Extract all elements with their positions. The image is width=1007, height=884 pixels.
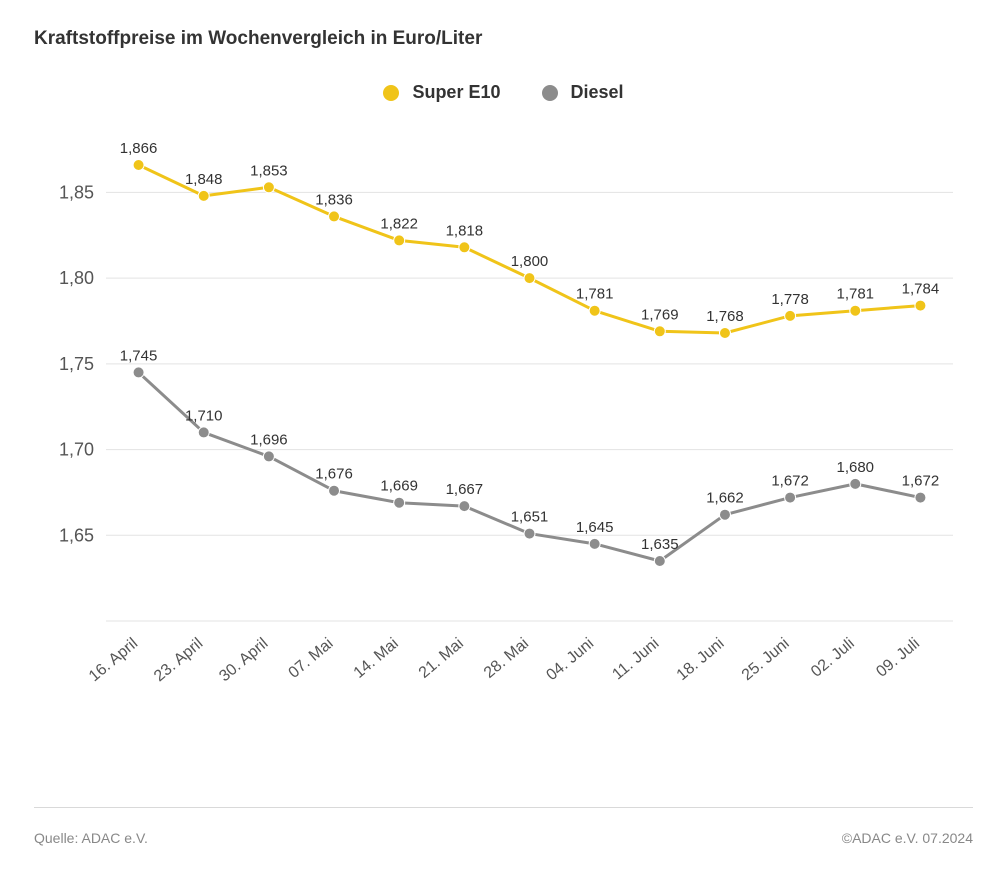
svg-text:16. April: 16. April — [86, 635, 141, 685]
chart-footer: Quelle: ADAC e.V. ©ADAC e.V. 07.2024 — [34, 807, 973, 846]
svg-text:1,800: 1,800 — [511, 253, 549, 270]
svg-text:1,651: 1,651 — [511, 509, 549, 526]
svg-text:1,866: 1,866 — [120, 140, 158, 157]
svg-text:1,80: 1,80 — [59, 268, 94, 288]
svg-text:1,822: 1,822 — [380, 215, 418, 232]
svg-text:04. Juni: 04. Juni — [543, 635, 597, 684]
svg-text:1,781: 1,781 — [576, 286, 614, 303]
svg-text:1,745: 1,745 — [120, 347, 158, 364]
svg-text:23. April: 23. April — [151, 635, 206, 685]
svg-text:1,635: 1,635 — [641, 536, 679, 553]
chart-container: Kraftstoffpreise im Wochenvergleich in E… — [0, 0, 1007, 884]
line-chart-svg: 1,65 1,70 1,75 1,80 1,85 16. April23. April30… — [34, 131, 973, 731]
svg-text:11. Juni: 11. Juni — [609, 635, 662, 683]
svg-text:1,75: 1,75 — [59, 354, 94, 374]
copyright-text: ©ADAC e.V. 07.2024 — [842, 830, 973, 846]
svg-text:1,65: 1,65 — [59, 525, 94, 545]
svg-text:21. Mai: 21. Mai — [416, 635, 467, 682]
legend-swatch-super-e10 — [383, 85, 399, 101]
svg-text:1,710: 1,710 — [185, 407, 223, 424]
svg-text:1,784: 1,784 — [902, 281, 940, 298]
svg-text:1,70: 1,70 — [59, 440, 94, 460]
legend-label-super-e10: Super E10 — [412, 82, 500, 102]
svg-text:1,669: 1,669 — [380, 478, 418, 495]
svg-text:1,667: 1,667 — [446, 481, 484, 498]
svg-text:1,672: 1,672 — [771, 473, 809, 490]
svg-text:28. Mai: 28. Mai — [481, 635, 532, 682]
chart-legend: Super E10 Diesel — [34, 82, 973, 103]
svg-text:1,645: 1,645 — [576, 519, 614, 536]
svg-text:1,778: 1,778 — [771, 291, 809, 308]
svg-text:1,769: 1,769 — [641, 306, 679, 323]
svg-text:14. Mai: 14. Mai — [351, 635, 402, 682]
svg-text:09. Juli: 09. Juli — [873, 635, 923, 681]
svg-text:1,768: 1,768 — [706, 308, 744, 325]
svg-text:1,781: 1,781 — [836, 286, 874, 303]
svg-text:1,85: 1,85 — [59, 182, 94, 202]
source-text: Quelle: ADAC e.V. — [34, 830, 148, 846]
svg-text:1,818: 1,818 — [446, 222, 484, 239]
svg-text:1,672: 1,672 — [902, 473, 940, 490]
svg-text:1,696: 1,696 — [250, 431, 288, 448]
svg-text:1,836: 1,836 — [315, 191, 353, 208]
svg-text:1,680: 1,680 — [836, 459, 874, 476]
svg-text:30. April: 30. April — [216, 635, 271, 685]
svg-text:07. Mai: 07. Mai — [285, 635, 336, 682]
legend-swatch-diesel — [542, 85, 558, 101]
legend-item-diesel: Diesel — [542, 82, 624, 103]
chart-plot-area: 1,65 1,70 1,75 1,80 1,85 16. April23. April30… — [34, 131, 973, 731]
svg-text:02. Juli: 02. Juli — [808, 635, 858, 681]
legend-label-diesel: Diesel — [571, 82, 624, 102]
svg-text:1,848: 1,848 — [185, 171, 223, 188]
legend-item-super-e10: Super E10 — [383, 82, 500, 103]
svg-text:1,662: 1,662 — [706, 490, 744, 507]
svg-text:18. Juni: 18. Juni — [674, 635, 728, 684]
svg-text:1,853: 1,853 — [250, 162, 288, 179]
chart-title: Kraftstoffpreise im Wochenvergleich in E… — [34, 28, 973, 50]
svg-text:25. Juni: 25. Juni — [739, 635, 793, 684]
svg-text:1,676: 1,676 — [315, 466, 353, 483]
